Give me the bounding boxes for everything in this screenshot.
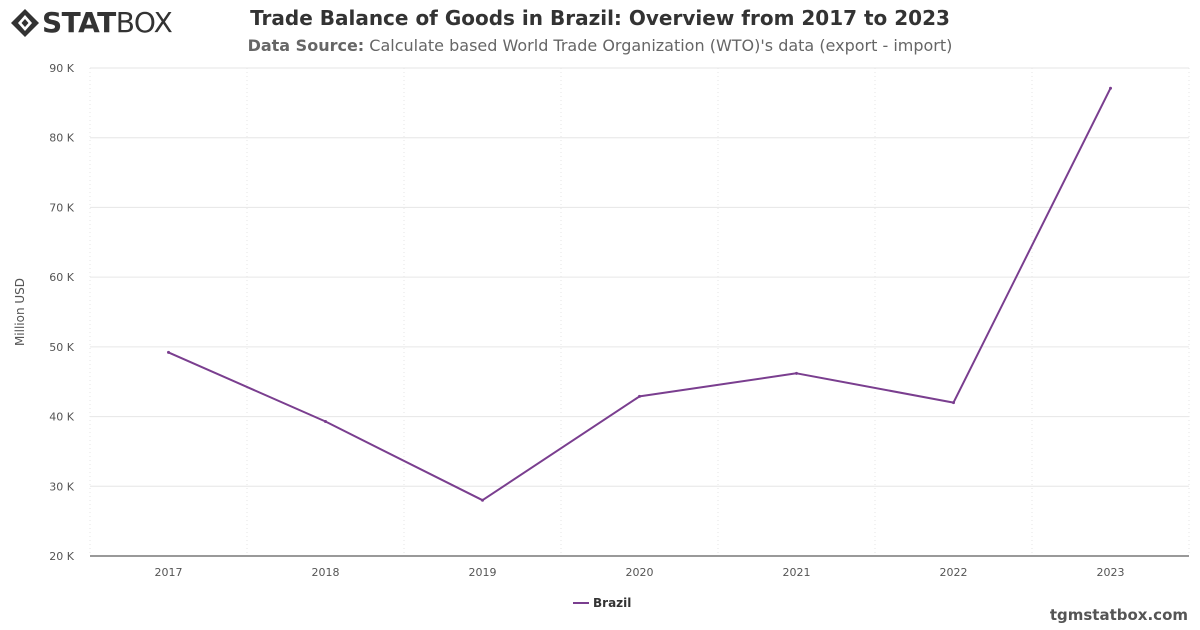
data-point[interactable] (481, 498, 484, 502)
y-tick-label: 90 K (49, 62, 74, 75)
logo-text: STATBOX (42, 6, 173, 39)
y-tick-label: 30 K (49, 480, 74, 493)
x-tick-label: 2023 (1097, 566, 1125, 579)
data-point[interactable] (324, 419, 327, 423)
y-tick-label: 80 K (49, 132, 74, 145)
diamond-arrows-icon (11, 9, 39, 37)
chart-subtitle: Data Source: Calculate based World Trade… (0, 36, 1200, 55)
footer-site: tgmstatbox.com (1049, 606, 1188, 624)
y-tick-label: 20 K (49, 550, 74, 563)
x-tick-label: 2020 (626, 566, 654, 579)
chart-title: Trade Balance of Goods in Brazil: Overvi… (250, 6, 950, 30)
series-layer (167, 86, 1112, 502)
data-point[interactable] (167, 350, 170, 354)
series-line-brazil[interactable] (168, 87, 1112, 502)
data-point[interactable] (1109, 86, 1112, 90)
grid-layer (89, 67, 1190, 556)
y-tick-label: 50 K (49, 341, 74, 354)
y-tick-label: 70 K (49, 201, 74, 214)
x-tick-label: 2021 (783, 566, 811, 579)
subtitle-label: Data Source: (247, 36, 365, 55)
data-point[interactable] (952, 401, 955, 405)
axis-layer: 20 K 30 K 40 K 50 K 60 K 70 K 80 K 90 K 2017 2018… (13, 62, 1189, 579)
y-tick-label: 40 K (49, 411, 74, 424)
subtitle-text: Calculate based World Trade Organization… (369, 36, 953, 55)
legend-label-brazil[interactable]: Brazil (593, 596, 631, 610)
legend[interactable]: Brazil (573, 596, 631, 610)
logo-bold-text: STAT (42, 6, 116, 39)
x-tick-label: 2018 (312, 566, 340, 579)
logo-light-text: BOX (115, 6, 173, 39)
y-axis-title: Million USD (13, 278, 27, 346)
x-tick-label: 2022 (940, 566, 968, 579)
x-tick-label: 2017 (155, 566, 183, 579)
data-point[interactable] (638, 394, 641, 398)
x-tick-label: 2019 (469, 566, 497, 579)
y-tick-label: 60 K (49, 271, 74, 284)
logo: STATBOX (10, 6, 173, 40)
data-point[interactable] (795, 371, 798, 375)
